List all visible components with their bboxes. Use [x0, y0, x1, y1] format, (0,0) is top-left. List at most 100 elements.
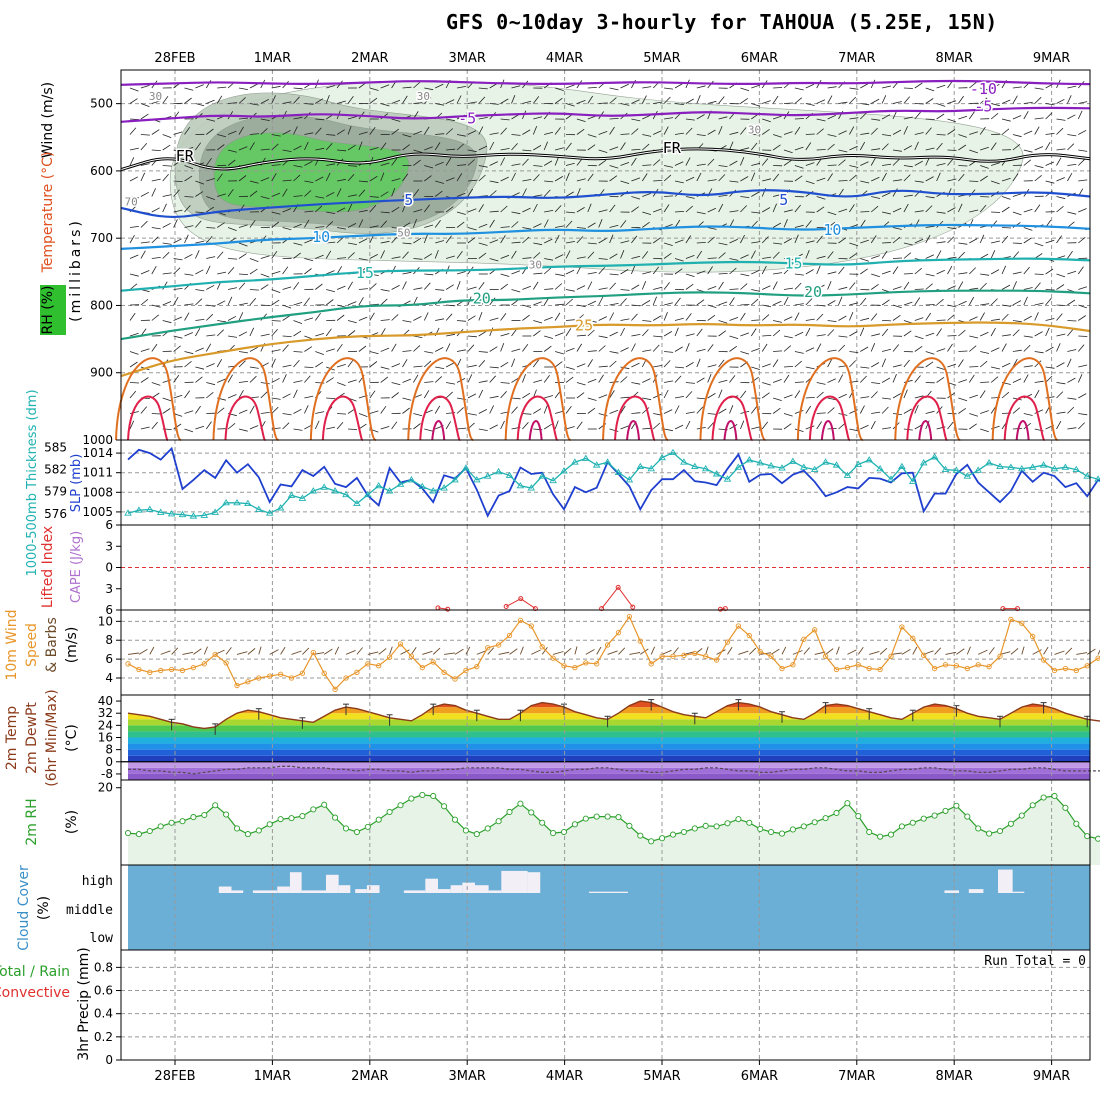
wind-barb	[543, 345, 552, 352]
wind-speed-marker	[321, 670, 327, 676]
wind-barb	[783, 238, 792, 244]
wind-barb	[326, 426, 336, 430]
surface-wind-barb	[890, 652, 902, 655]
wind-barb	[282, 208, 292, 213]
wind-barb	[947, 335, 957, 337]
rh-marker	[550, 830, 557, 837]
wind-barb	[881, 299, 890, 306]
wind-barb	[838, 286, 848, 290]
wind-barb	[260, 304, 270, 306]
thickness-marker	[800, 463, 808, 470]
wind-barb	[391, 99, 401, 104]
wind-barb	[369, 361, 378, 368]
wind-barb	[751, 269, 760, 275]
wind-barb	[773, 320, 782, 323]
wind-barb	[598, 238, 607, 244]
wind-barb	[173, 288, 183, 290]
wind-barb	[663, 224, 673, 228]
ylabel-cloud-units: (%)	[36, 896, 52, 920]
wind-barb	[653, 393, 662, 399]
wind-barb	[968, 296, 975, 306]
rh-marker	[157, 823, 164, 830]
wind-barb	[511, 172, 516, 182]
wind-barb	[565, 241, 575, 244]
rh-marker	[986, 830, 993, 837]
wind-barb	[129, 196, 139, 199]
wind-barb	[216, 407, 225, 414]
wind-barb	[979, 175, 988, 182]
wind-barb	[315, 127, 322, 135]
rh-marker	[1095, 835, 1100, 842]
wind-barb	[816, 334, 826, 337]
wind-barb	[750, 172, 756, 182]
wind-barb	[238, 331, 248, 337]
pressure-tick-label: 600	[90, 164, 113, 178]
rh-marker	[462, 827, 469, 834]
wind-barb	[914, 288, 924, 290]
wind-barb	[772, 397, 782, 401]
wind-barb	[413, 287, 423, 290]
wind-speed-marker	[168, 666, 175, 673]
thickness-marker	[723, 475, 732, 482]
wind-barb	[456, 192, 466, 197]
wind-barb	[892, 207, 902, 213]
wind-barb	[358, 413, 368, 417]
wind-barb	[729, 141, 734, 151]
wind-barb	[936, 211, 946, 214]
wind-barb	[216, 144, 225, 151]
wind-barb	[1034, 389, 1040, 399]
thickness-marker	[560, 467, 568, 474]
wind-barb	[282, 422, 290, 430]
wind-barb	[184, 351, 194, 355]
wind-barb	[532, 126, 538, 135]
wind-barb	[958, 300, 967, 306]
wind-barb	[750, 142, 758, 151]
wind-barb	[282, 130, 291, 135]
wind-barb	[315, 283, 323, 290]
wind-barb	[282, 413, 292, 416]
wind-barb	[892, 314, 901, 321]
wind-barb	[467, 393, 477, 399]
wind-barb	[140, 250, 146, 259]
wind-barb	[1045, 375, 1053, 383]
wind-barb	[653, 180, 663, 182]
wind-barb	[467, 237, 476, 244]
wind-barb	[860, 83, 869, 89]
wind-barb	[860, 180, 870, 184]
wind-barb	[238, 97, 246, 104]
wind-barb	[849, 165, 859, 168]
wind-barb	[347, 125, 352, 135]
wind-barb	[772, 379, 782, 383]
wind-barb	[456, 280, 461, 290]
wind-barb	[1012, 211, 1022, 216]
wind-barb	[456, 427, 467, 430]
panel-frame	[120, 949, 1091, 1061]
wind-barb	[696, 377, 705, 383]
wind-barb	[729, 424, 738, 430]
wind-barb	[598, 335, 608, 339]
wind-speed-marker	[386, 654, 393, 660]
wind-barb	[620, 347, 629, 352]
wind-barb	[1056, 177, 1065, 182]
wind-barb	[456, 251, 463, 259]
wind-barb	[903, 301, 913, 306]
wind-barb	[533, 330, 541, 337]
wind-barb	[260, 148, 270, 151]
wind-barb	[598, 219, 603, 228]
wind-barb	[129, 382, 140, 384]
surface-wind-barb	[781, 646, 787, 655]
wind-speed-marker	[724, 639, 731, 645]
wind-speed-marker	[125, 661, 131, 667]
wind-barb	[740, 87, 750, 92]
wind-barb	[1023, 102, 1033, 104]
wind-barb	[554, 254, 564, 259]
wind-barb	[162, 194, 172, 197]
rh-marker	[1018, 812, 1025, 819]
wind-speed-marker	[822, 653, 829, 659]
wind-barb	[184, 428, 194, 433]
wind-barb	[402, 350, 412, 352]
wind-barb	[609, 282, 616, 290]
wind-barb	[642, 378, 651, 383]
wind-barb	[238, 282, 246, 290]
wind-barb	[892, 149, 902, 152]
